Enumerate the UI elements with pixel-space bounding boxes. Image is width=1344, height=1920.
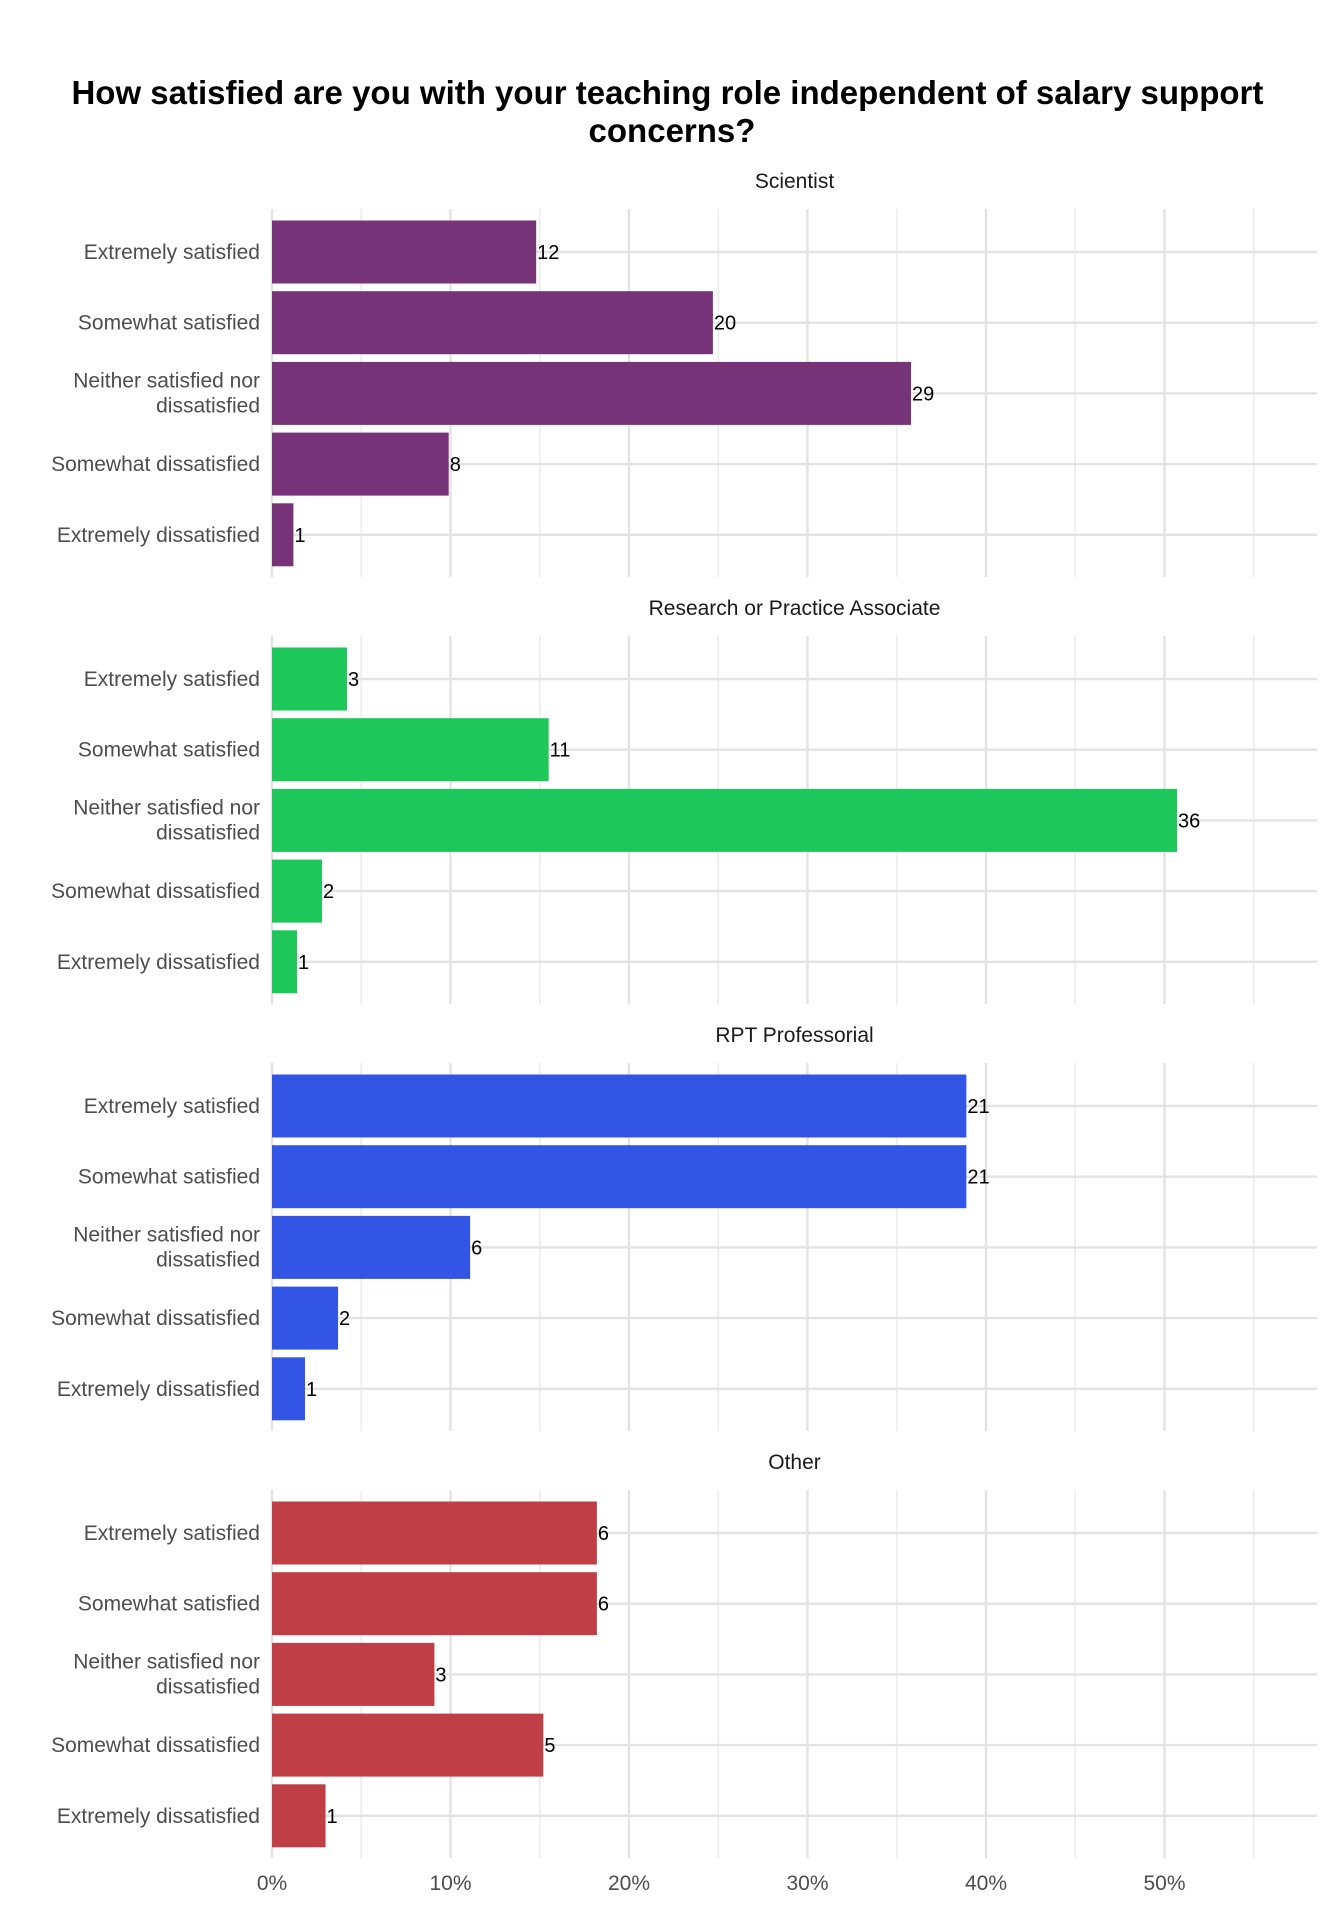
category-label: Extremely dissatisfied [57, 1805, 260, 1828]
facet-panel-0: Scientist Extremely satisfied 12 Somewhat s… [51, 170, 1317, 577]
bar-value-label: 5 [544, 1735, 555, 1757]
bar [272, 1642, 435, 1706]
bar-value-label: 2 [339, 1308, 350, 1330]
facet-panel-3: Other Extremely satisfied 6 Somewhat satisf… [51, 1451, 1317, 1858]
category-label: Somewhat dissatisfied [51, 880, 260, 903]
category-label: Neither satisfied nor dissatisfied [73, 369, 260, 417]
x-tick-label: 10% [429, 1872, 471, 1895]
chart-title-line-2: concerns? [589, 112, 756, 149]
bar [272, 930, 297, 994]
bar [272, 1357, 306, 1421]
bar [272, 788, 1177, 852]
bar [272, 1145, 967, 1209]
category-label: Somewhat satisfied [78, 1166, 260, 1189]
bar-value-label: 21 [967, 1167, 989, 1189]
bar-value-label: 1 [294, 525, 305, 547]
bar [272, 1713, 544, 1777]
bar [272, 361, 912, 425]
bar-value-label: 1 [327, 1806, 338, 1828]
category-label: Somewhat dissatisfied [51, 453, 260, 476]
x-axis: 0% 10% 20% 30% 40% 50% [257, 1872, 1186, 1895]
facet-label: RPT Professorial [715, 1024, 873, 1047]
category-label: Extremely satisfied [84, 241, 260, 264]
facet-label: Scientist [755, 170, 835, 193]
bar-value-label: 6 [598, 1523, 609, 1545]
facet-label: Other [768, 1451, 821, 1474]
bar [272, 503, 294, 567]
bar-value-label: 6 [598, 1594, 609, 1616]
x-tick-label: 40% [965, 1872, 1007, 1895]
chart-title: How satisfied are you with your teaching… [71, 74, 1272, 149]
x-tick-label: 20% [608, 1872, 650, 1895]
bar-value-label: 2 [323, 881, 334, 903]
category-label: Somewhat satisfied [78, 1593, 260, 1616]
category-label: Extremely satisfied [84, 1522, 260, 1545]
bar-value-label: 11 [550, 740, 571, 762]
bar [272, 1784, 326, 1848]
category-label: Extremely satisfied [84, 1095, 260, 1118]
bar [272, 647, 347, 711]
x-tick-label: 50% [1143, 1872, 1185, 1895]
bar-value-label: 36 [1178, 810, 1200, 832]
category-label: Extremely dissatisfied [57, 951, 260, 974]
bar-value-label: 3 [348, 669, 359, 691]
bar [272, 859, 322, 923]
facet-label: Research or Practice Associate [649, 597, 941, 620]
bar [272, 1572, 597, 1636]
category-label: Somewhat dissatisfied [51, 1734, 260, 1757]
bar [272, 432, 449, 496]
category-label: Somewhat satisfied [78, 739, 260, 762]
bar [272, 718, 549, 782]
category-label: Neither satisfied nor dissatisfied [73, 796, 260, 844]
bar [272, 1215, 471, 1279]
x-tick-label: 30% [786, 1872, 828, 1895]
bar [272, 1074, 967, 1138]
bar [272, 1501, 597, 1565]
facet-panel-1: Research or Practice Associate Extremely … [51, 597, 1317, 1004]
category-label: Extremely satisfied [84, 668, 260, 691]
bar-value-label: 6 [471, 1237, 482, 1259]
category-label: Neither satisfied nor dissatisfied [73, 1650, 260, 1698]
bar [272, 220, 537, 284]
bar-value-label: 12 [537, 242, 559, 264]
bar-value-label: 29 [912, 383, 934, 405]
x-tick-label: 0% [257, 1872, 287, 1895]
bar-value-label: 1 [298, 952, 309, 974]
category-label: Neither satisfied nor dissatisfied [73, 1223, 260, 1271]
category-label: Somewhat dissatisfied [51, 1307, 260, 1330]
bar-value-label: 3 [435, 1664, 446, 1686]
chart-title-line-1: How satisfied are you with your teaching… [71, 74, 1263, 111]
category-label: Extremely dissatisfied [57, 1378, 260, 1401]
category-label: Somewhat satisfied [78, 312, 260, 335]
bar-value-label: 1 [306, 1379, 317, 1401]
category-label: Extremely dissatisfied [57, 524, 260, 547]
bar-value-label: 21 [967, 1096, 989, 1118]
bar-value-label: 8 [450, 454, 461, 476]
bar [272, 291, 713, 355]
bar [272, 1286, 339, 1350]
bar-value-label: 20 [714, 313, 736, 335]
